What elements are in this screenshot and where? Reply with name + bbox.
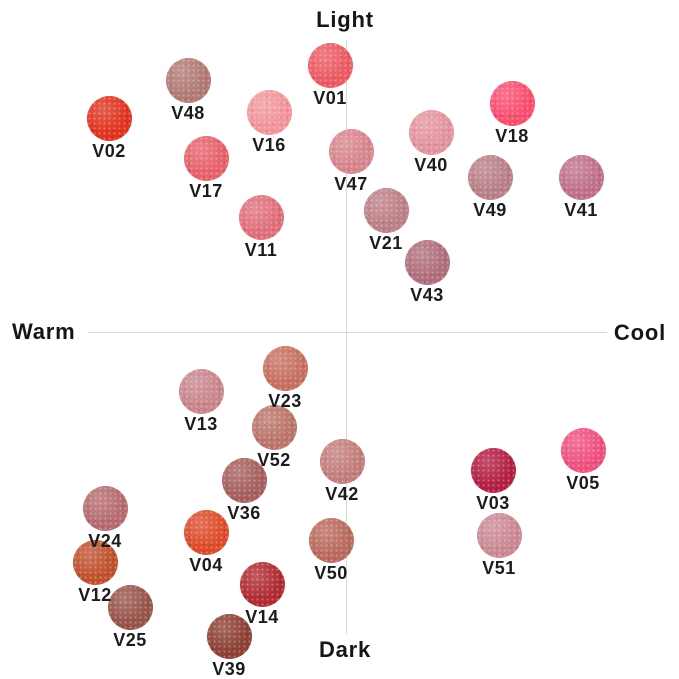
shade-swatch-v36 [221, 457, 267, 503]
shade-label-v47: V47 [334, 173, 368, 194]
shade-label-v16: V16 [252, 134, 286, 155]
shade-swatch-v40 [408, 109, 454, 155]
shade-swatch-v48 [165, 57, 211, 103]
shade-swatch-v51 [476, 512, 522, 558]
shade-swatch-v25 [107, 584, 153, 630]
shade-label-v01: V01 [313, 87, 347, 108]
shade-label-v36: V36 [227, 502, 261, 523]
shade-swatch-v13 [178, 368, 224, 414]
shade-label-v23: V23 [268, 390, 302, 411]
shade-label-v42: V42 [325, 483, 359, 504]
shade-swatch-v18 [489, 80, 535, 126]
shade-label-v50: V50 [314, 562, 348, 583]
shade-label-v48: V48 [171, 102, 205, 123]
shade-label-v25: V25 [113, 629, 147, 650]
shade-label-v41: V41 [564, 199, 598, 220]
shade-swatch-v17 [183, 135, 229, 181]
shade-swatch-v43 [404, 239, 450, 285]
shade-swatch-v42 [319, 438, 365, 484]
shade-swatch-v49 [467, 154, 513, 200]
shade-label-v40: V40 [414, 154, 448, 175]
shade-swatch-v23 [262, 345, 308, 391]
shade-swatch-v02 [86, 95, 132, 141]
shade-label-v05: V05 [566, 472, 600, 493]
shade-swatch-v47 [328, 128, 374, 174]
shade-swatch-v04 [183, 509, 229, 555]
shade-label-v03: V03 [476, 492, 510, 513]
shade-label-v17: V17 [189, 180, 223, 201]
shade-swatch-v16 [246, 89, 292, 135]
shade-swatch-v05 [560, 427, 606, 473]
shade-swatch-v50 [308, 517, 354, 563]
shade-label-v21: V21 [369, 232, 403, 253]
vertical-axis-line [346, 40, 347, 634]
axis-label-warm: Warm [12, 319, 76, 344]
shade-swatch-v52 [251, 404, 297, 450]
shade-label-v04: V04 [189, 554, 223, 575]
shade-label-v52: V52 [257, 449, 291, 470]
shade-label-v12: V12 [78, 584, 112, 605]
shade-swatch-v39 [206, 613, 252, 659]
shade-label-v18: V18 [495, 125, 529, 146]
shade-swatch-v41 [558, 154, 604, 200]
axis-label-dark: Dark [318, 637, 372, 662]
shade-swatch-v12 [72, 539, 118, 585]
shade-swatch-v01 [307, 42, 353, 88]
shade-swatch-v21 [363, 187, 409, 233]
shade-label-v02: V02 [92, 140, 126, 161]
shade-swatch-v14 [239, 561, 285, 607]
shade-label-v39: V39 [212, 658, 246, 679]
shade-label-v14: V14 [245, 606, 279, 627]
shade-swatch-v03 [470, 447, 516, 493]
axis-label-cool: Cool [613, 320, 666, 345]
shade-swatch-v11 [238, 194, 284, 240]
shade-label-v43: V43 [410, 284, 444, 305]
shade-label-v11: V11 [244, 239, 278, 260]
shade-label-v51: V51 [482, 557, 516, 578]
shade-label-v49: V49 [473, 199, 507, 220]
axis-label-light: Light [316, 7, 374, 32]
shade-label-v13: V13 [184, 413, 218, 434]
shade-swatch-v24 [82, 485, 128, 531]
horizontal-axis-line [88, 332, 607, 333]
shade-label-v24: V24 [88, 530, 122, 551]
